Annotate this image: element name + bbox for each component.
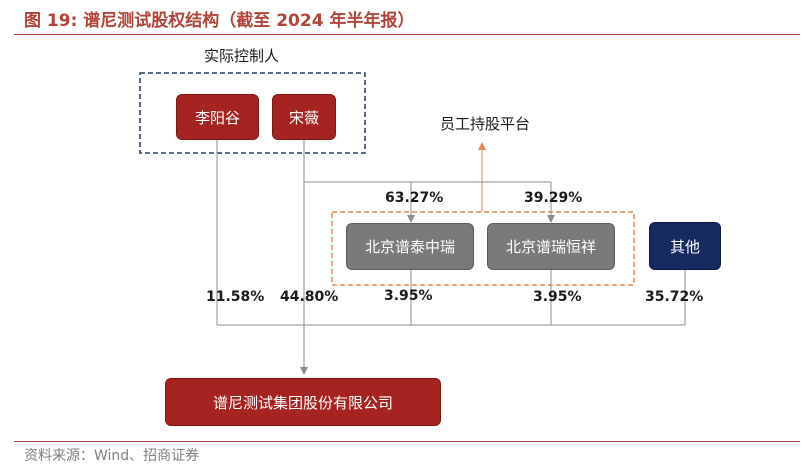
platform-group-label: 员工持股平台 [440, 115, 531, 133]
source-note: 资料来源：Wind、招商证券 [24, 448, 200, 464]
entity-puni-ruihengxiang: 北京谱瑞恒祥 [487, 223, 615, 270]
shareholder-li-yanggu-label: 李阳谷 [194, 108, 240, 127]
entity-puni-ruihengxiang-label: 北京谱瑞恒祥 [505, 238, 596, 256]
company-puni-testing: 谱尼测试集团股份有限公司 [165, 378, 441, 426]
source-divider [14, 441, 800, 442]
pct-song-to-taizhongrui: 63.27% [385, 190, 444, 206]
pct-taizhongrui-to-company: 3.95% [384, 288, 433, 304]
shareholder-others: 其他 [649, 222, 721, 270]
entity-puni-taizhongrui: 北京谱泰中瑞 [346, 223, 474, 270]
company-puni-testing-label: 谱尼测试集团股份有限公司 [212, 393, 393, 412]
controller-group-label: 实际控制人 [204, 47, 280, 65]
pct-song-to-ruihengxiang: 39.29% [524, 190, 583, 206]
shareholder-li-yanggu: 李阳谷 [176, 94, 259, 140]
pct-ruihengxiang-to-company: 3.95% [533, 289, 582, 305]
pct-song-to-company: 44.80% [280, 289, 339, 305]
figure-title: 图 19: 谱尼测试股权结构（截至 2024 年半年报） [24, 11, 415, 31]
shareholder-song-wei-label: 宋薇 [288, 108, 319, 127]
entity-puni-taizhongrui-label: 北京谱泰中瑞 [364, 238, 455, 256]
pct-li-to-company: 11.58% [206, 289, 265, 305]
controller-group-frame [139, 72, 366, 154]
platform-group-frame [331, 211, 635, 286]
shareholder-song-wei: 宋薇 [272, 94, 336, 140]
title-divider [14, 34, 800, 35]
pct-others-to-company: 35.72% [645, 289, 704, 305]
shareholder-others-label: 其他 [669, 237, 700, 256]
